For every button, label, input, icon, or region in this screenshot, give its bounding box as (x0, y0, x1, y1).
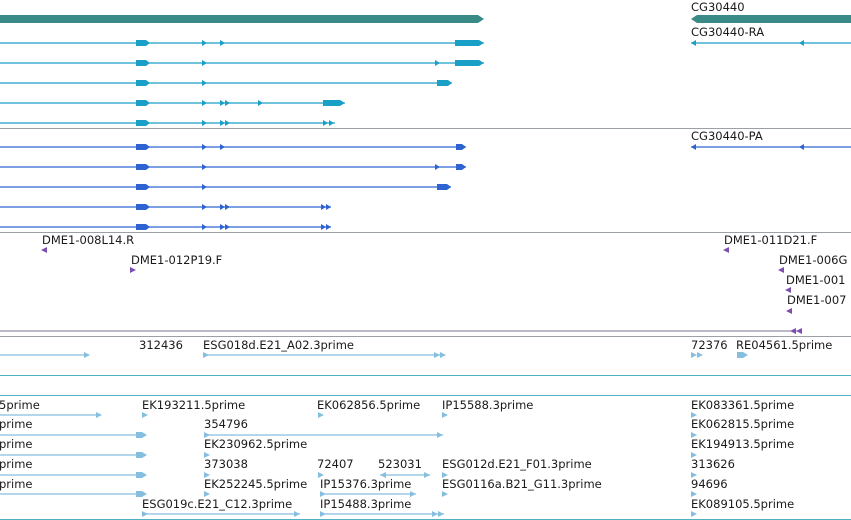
est-label[interactable]: prime (0, 457, 33, 471)
est-feature[interactable] (0, 472, 697, 478)
est-label[interactable]: IP15588.3prime (442, 398, 533, 412)
est-label[interactable]: ESG018d.E21_A02.3prime (203, 338, 354, 352)
est-label[interactable]: EK230962.5prime (204, 437, 307, 451)
transcript-row[interactable] (0, 40, 484, 46)
clone-end-label[interactable]: DME1-012P19.F (131, 253, 222, 267)
est-label[interactable]: 354796 (204, 417, 248, 431)
est-label[interactable]: prime (0, 437, 33, 451)
clone-end-label[interactable]: DME1-001 (786, 273, 845, 287)
est-feature[interactable] (691, 352, 748, 358)
est-label[interactable]: EK062856.5prime (317, 398, 420, 412)
est-feature[interactable] (0, 352, 90, 358)
est-label[interactable]: 313626 (691, 457, 735, 471)
est-label[interactable]: ESG012d.E21_F01.3prime (442, 457, 592, 471)
rna-track: CG30440-RA (0, 25, 851, 126)
transcript-row[interactable] (0, 100, 345, 106)
clone-end-label[interactable]: DME1-007 (787, 293, 846, 307)
est-label[interactable]: ESG0116a.B21_G11.3prime (442, 477, 602, 491)
est-feature[interactable] (203, 352, 446, 358)
transcript-label[interactable]: CG30440-RA (691, 25, 764, 39)
clone-end-marker[interactable] (130, 267, 136, 273)
clone-end-label[interactable]: DME1-008L14.R (42, 233, 134, 247)
est-feature[interactable] (0, 452, 697, 458)
est-label[interactable]: 5prime (0, 398, 40, 412)
clone-end-marker[interactable] (778, 267, 784, 273)
est-label[interactable]: 523031 (378, 457, 422, 471)
est-label[interactable]: 72407 (317, 457, 354, 471)
clone-end-label[interactable]: DME1-011D21.F (724, 233, 817, 247)
gene-track: CG30440 (0, 0, 851, 23)
est-feature[interactable] (0, 491, 697, 497)
protein-row[interactable] (691, 144, 851, 150)
est-label[interactable]: EK083361.5prime (691, 398, 794, 412)
gene-feature-left[interactable] (0, 15, 484, 23)
clone-end-marker[interactable] (785, 287, 791, 293)
est-label[interactable]: 94696 (691, 477, 728, 491)
protein-row[interactable] (0, 184, 451, 190)
clone-end-marker[interactable] (790, 328, 802, 334)
est-feature[interactable] (0, 412, 697, 418)
clone-end-marker[interactable] (41, 247, 47, 253)
est-label[interactable]: EK089105.5prime (691, 497, 794, 511)
est-label[interactable]: EK062815.5prime (691, 417, 794, 431)
est-label[interactable]: 373038 (204, 457, 248, 471)
est-label[interactable]: IP15376.3prime (320, 477, 411, 491)
est-label[interactable]: ESG019c.E21_C12.3prime (142, 497, 292, 511)
clone-end-marker[interactable] (786, 308, 792, 314)
protein-row[interactable] (0, 204, 331, 210)
est-track-upper: 312436 ESG018d.E21_A02.3prime 72376 RE04… (0, 338, 832, 358)
est-feature[interactable] (142, 511, 697, 517)
clone-end-track: DME1-008L14.R DME1-012P19.F DME1-011D21.… (0, 233, 847, 334)
est-label[interactable]: 312436 (139, 338, 183, 352)
est-label[interactable]: EK194913.5prime (691, 437, 794, 451)
transcript-row[interactable] (0, 120, 335, 126)
est-track-lower: 5prime EK193211.5prime EK062856.5prime I… (0, 398, 794, 517)
transcript-row[interactable] (0, 60, 484, 66)
est-label[interactable]: prime (0, 477, 33, 491)
est-label[interactable]: IP15488.3prime (320, 497, 411, 511)
transcript-row[interactable] (0, 80, 452, 86)
protein-label[interactable]: CG30440-PA (691, 129, 763, 143)
gene-label[interactable]: CG30440 (691, 0, 745, 14)
protein-row[interactable] (0, 144, 466, 150)
est-label[interactable]: EK252245.5prime (204, 477, 307, 491)
clone-end-label[interactable]: DME1-006G (779, 253, 847, 267)
gene-feature-cg30440[interactable] (691, 15, 851, 23)
protein-row[interactable] (0, 224, 331, 230)
est-label[interactable]: EK193211.5prime (142, 398, 245, 412)
est-label[interactable]: RE04561.5prime (736, 338, 832, 352)
est-label[interactable]: prime (0, 417, 33, 431)
protein-track: CG30440-PA (0, 129, 851, 230)
transcript-row[interactable] (691, 40, 851, 46)
est-feature[interactable] (0, 432, 697, 438)
clone-end-marker[interactable] (723, 247, 729, 253)
est-label[interactable]: 72376 (691, 338, 728, 352)
protein-row[interactable] (0, 164, 466, 170)
